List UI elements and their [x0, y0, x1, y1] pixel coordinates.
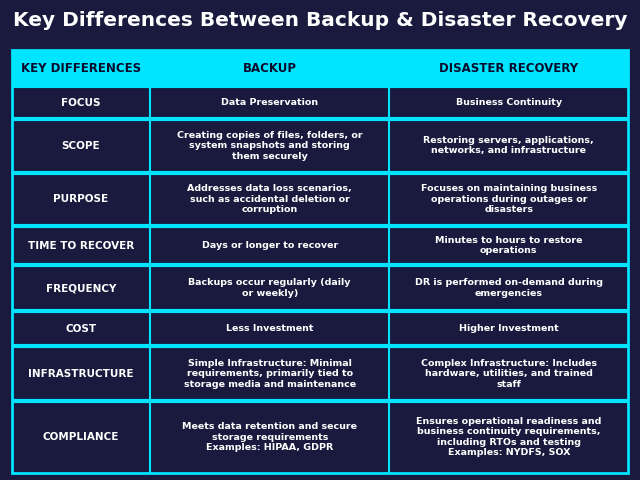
Text: DR is performed on-demand during
emergencies: DR is performed on-demand during emergen…	[415, 278, 603, 298]
Text: Key Differences Between Backup & Disaster Recovery: Key Differences Between Backup & Disaste…	[13, 11, 627, 30]
FancyBboxPatch shape	[12, 119, 628, 172]
Text: KEY DIFFERENCES: KEY DIFFERENCES	[21, 62, 141, 75]
Text: SCOPE: SCOPE	[61, 141, 100, 151]
Text: Simple Infrastructure: Minimal
requirements, primarily tied to
storage media and: Simple Infrastructure: Minimal requireme…	[184, 359, 356, 388]
Text: Minutes to hours to restore
operations: Minutes to hours to restore operations	[435, 236, 582, 255]
Text: BACKUP: BACKUP	[243, 62, 297, 75]
Text: INFRASTRUCTURE: INFRASTRUCTURE	[28, 369, 134, 379]
Text: Backups occur regularly (daily
or weekly): Backups occur regularly (daily or weekly…	[188, 278, 351, 298]
Text: TIME TO RECOVER: TIME TO RECOVER	[28, 240, 134, 251]
Text: Meets data retention and secure
storage requirements
Examples: HIPAA, GDPR: Meets data retention and secure storage …	[182, 422, 357, 452]
Text: PURPOSE: PURPOSE	[53, 194, 109, 204]
FancyBboxPatch shape	[12, 226, 628, 265]
FancyBboxPatch shape	[12, 172, 628, 226]
Text: Creating copies of files, folders, or
system snapshots and storing
them securely: Creating copies of files, folders, or sy…	[177, 131, 362, 161]
FancyBboxPatch shape	[12, 86, 628, 119]
Text: COST: COST	[65, 324, 97, 334]
Text: Restoring servers, applications,
networks, and infrastructure: Restoring servers, applications, network…	[424, 136, 594, 156]
FancyBboxPatch shape	[12, 346, 628, 401]
FancyBboxPatch shape	[12, 312, 628, 346]
Text: Business Continuity: Business Continuity	[456, 98, 562, 107]
Text: FOCUS: FOCUS	[61, 97, 100, 108]
Text: Focuses on maintaining business
operations during outages or
disasters: Focuses on maintaining business operatio…	[420, 184, 597, 214]
Text: DISASTER RECOVERY: DISASTER RECOVERY	[439, 62, 579, 75]
FancyBboxPatch shape	[12, 401, 628, 473]
Text: Days or longer to recover: Days or longer to recover	[202, 241, 338, 250]
Text: Ensures operational readiness and
business continuity requirements,
including RT: Ensures operational readiness and busine…	[416, 417, 602, 457]
Text: Data Preservation: Data Preservation	[221, 98, 318, 107]
FancyBboxPatch shape	[12, 50, 628, 86]
Text: Less Investment: Less Investment	[226, 324, 314, 333]
Text: COMPLIANCE: COMPLIANCE	[43, 432, 119, 442]
Text: Higher Investment: Higher Investment	[459, 324, 559, 333]
Text: FREQUENCY: FREQUENCY	[45, 283, 116, 293]
Text: Addresses data loss scenarios,
such as accidental deletion or
corruption: Addresses data loss scenarios, such as a…	[188, 184, 352, 214]
Text: Complex Infrastructure: Includes
hardware, utilities, and trained
staff: Complex Infrastructure: Includes hardwar…	[420, 359, 596, 388]
FancyBboxPatch shape	[12, 265, 628, 312]
